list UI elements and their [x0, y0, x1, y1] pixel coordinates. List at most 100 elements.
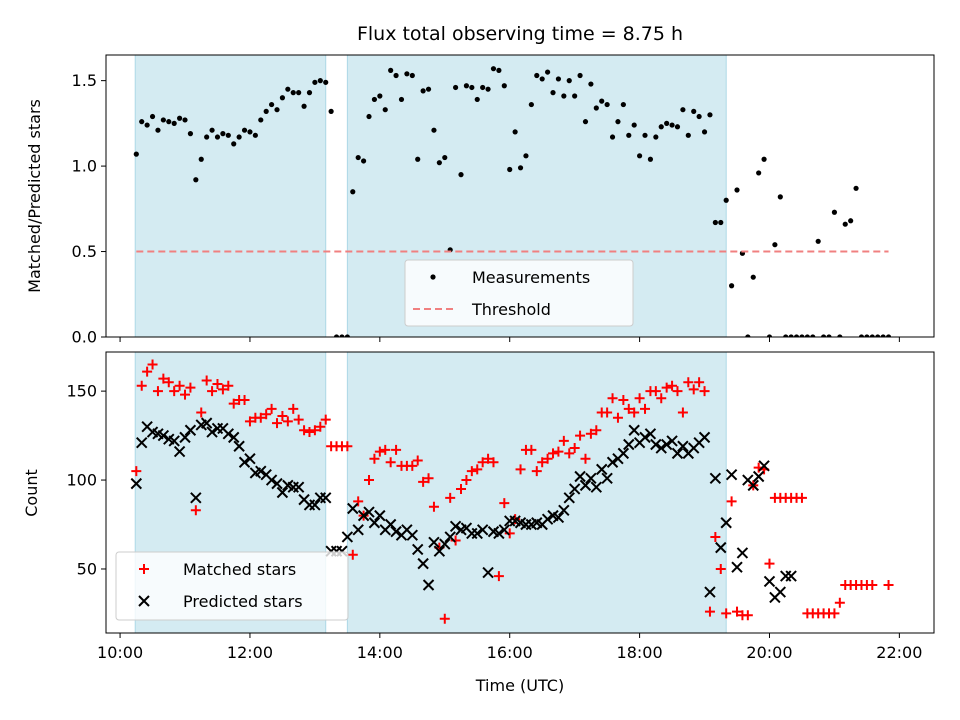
measurements-point — [149, 113, 156, 120]
matched-stars-point — [834, 597, 845, 608]
measurements-point — [225, 132, 231, 138]
predicted-stars-point — [276, 486, 289, 499]
matched-stars-point — [353, 496, 364, 507]
y-tick-label: 150 — [66, 382, 97, 401]
measurements-point — [696, 113, 702, 120]
measurements-point — [517, 165, 524, 171]
predicted-stars-point — [363, 506, 375, 518]
matched-stars-point — [607, 393, 618, 404]
measurements-point — [241, 127, 248, 133]
predicted-stars-point — [568, 483, 581, 495]
legend-marker-matched-stars — [139, 564, 149, 574]
predicted-stars-point — [558, 504, 570, 516]
predicted-stars-point — [666, 435, 678, 447]
measurements-point — [420, 88, 426, 94]
measurements-point — [382, 107, 388, 113]
predicted-stars-point — [412, 543, 424, 556]
measurements-point — [761, 156, 767, 162]
predicted-stars-point — [417, 557, 429, 570]
measurements-point — [642, 132, 648, 138]
measurements-point — [788, 334, 794, 337]
predicted-stars-point — [601, 472, 613, 484]
matched-stars-point — [564, 448, 575, 459]
matched-stars-point — [261, 409, 272, 420]
predicted-stars-point — [233, 440, 245, 452]
matched-stars-point — [293, 414, 304, 425]
predicted-stars-point — [136, 436, 148, 449]
measurements-point — [842, 221, 848, 227]
measurements-point — [453, 84, 459, 91]
measurements-point — [620, 101, 626, 108]
matched-stars-point — [548, 448, 559, 459]
measurements-point — [821, 334, 827, 337]
legend-marker-predicted-stars — [138, 595, 150, 607]
measurements-point — [723, 197, 729, 203]
measurements-point — [766, 334, 773, 337]
measurements-point — [204, 134, 210, 140]
predicted-stars-point — [552, 511, 565, 524]
predicted-stars-point — [498, 524, 511, 536]
measurements-point — [750, 274, 756, 280]
matched-stars-point — [185, 382, 196, 393]
measurements-point — [604, 101, 610, 108]
measurements-point — [415, 156, 421, 162]
measurements-point — [458, 172, 464, 178]
predicted-stars-point — [628, 424, 640, 436]
matched-stars-point — [829, 608, 840, 619]
matched-stars-point — [515, 464, 526, 475]
matched-stars-point — [585, 428, 596, 439]
measurements-point — [236, 134, 242, 140]
predicted-stars-point — [433, 545, 446, 557]
measurements-point — [290, 90, 296, 96]
measurements-point — [339, 334, 345, 337]
measurements-point — [631, 122, 637, 128]
measurements-point — [231, 141, 237, 147]
matched-stars-point — [558, 435, 569, 446]
top-ylabel: Matched/Predicted stars — [25, 99, 44, 293]
predicted-stars-point — [238, 456, 251, 468]
measurements-point — [664, 120, 670, 126]
measurements-point — [864, 334, 870, 337]
predicted-stars-point — [190, 492, 202, 504]
measurements-point — [279, 95, 286, 101]
measurements-point — [198, 156, 204, 162]
measurements-point — [718, 219, 724, 226]
matched-stars-point — [212, 379, 223, 390]
matched-stars-point — [456, 483, 467, 494]
measurements-point — [177, 115, 183, 121]
predicted-stars-point — [476, 524, 489, 536]
measurements-point — [371, 96, 378, 103]
matched-stars-point — [380, 444, 391, 455]
measurements-point — [734, 187, 740, 193]
measurements-point — [793, 334, 800, 337]
matched-stars-point — [553, 446, 564, 457]
measurements-point — [729, 283, 735, 289]
matched-stars-point — [423, 473, 434, 484]
predicted-stars-point — [320, 492, 332, 504]
measurements-point — [182, 117, 188, 123]
matched-stars-point — [207, 386, 218, 397]
measurements-point — [133, 151, 139, 157]
matched-stars-point — [704, 606, 715, 617]
measurements-point — [139, 119, 145, 125]
matched-stars-point — [342, 441, 353, 452]
measurements-point — [496, 67, 502, 73]
measurements-point — [572, 93, 578, 99]
matched-stars-point — [450, 535, 461, 546]
predicted-stars-point — [644, 428, 657, 440]
measurements-point — [777, 194, 783, 200]
matched-stars-point — [580, 453, 591, 464]
predicted-stars-point — [179, 431, 191, 444]
predicted-stars-point — [157, 429, 170, 442]
measurements-point — [523, 153, 529, 159]
x-tick-label: 14:00 — [357, 643, 403, 662]
matched-stars-point — [618, 395, 629, 406]
measurements-point — [398, 96, 405, 103]
measurements-point — [582, 119, 589, 125]
legend-label-measurements: Measurements — [472, 268, 590, 287]
matched-stars-point — [569, 443, 580, 454]
matched-stars-point — [688, 384, 699, 395]
predicted-stars-point — [444, 531, 456, 543]
matched-stars-point — [537, 457, 548, 468]
predicted-stars-point — [785, 570, 797, 582]
